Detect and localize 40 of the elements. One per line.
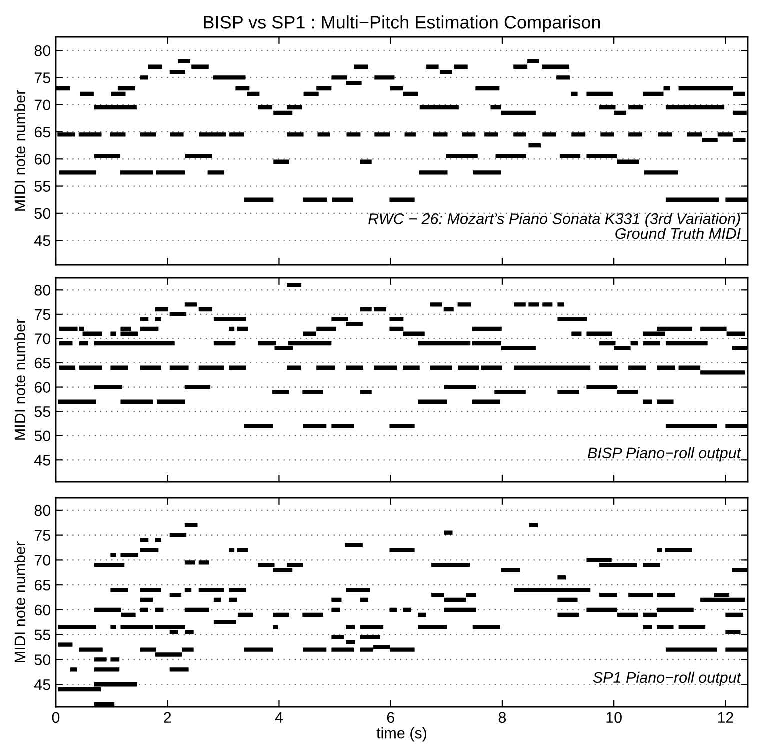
annotation: BISP Piano−roll output (588, 447, 742, 462)
y-tick-label: 50 (34, 208, 51, 220)
y-tick-label: 65 (34, 580, 50, 591)
y-tick-label: 45 (34, 455, 50, 466)
y-tick-label: 80 (34, 45, 51, 56)
y-axis-title: MIDI note number (14, 90, 26, 211)
y-tick-label: 50 (34, 430, 51, 442)
y-tick-label: 70 (34, 555, 51, 566)
y-tick-label: 80 (34, 505, 51, 516)
y-tick-label: 55 (34, 406, 50, 418)
y-tick-label: 45 (34, 236, 50, 246)
x-tick-label: 6 (387, 712, 394, 724)
y-tick-label: 75 (34, 309, 50, 320)
annotation: Ground Truth MIDI (616, 228, 741, 240)
chart-title: BISP vs SP1 : Multi−Pitch Estimation Comparison (204, 16, 600, 32)
x-tick-label: 4 (275, 712, 284, 723)
y-tick-label: 55 (34, 181, 50, 192)
y-tick-label: 65 (34, 126, 50, 138)
y-tick-label: 60 (34, 382, 51, 393)
annotation: SP1 Piano−roll output (593, 672, 742, 686)
x-axis-title: time (s) (376, 727, 427, 742)
x-tick-label: 8 (498, 712, 506, 724)
y-tick-label: 75 (34, 530, 50, 542)
x-tick-label: 10 (606, 712, 622, 724)
y-tick-label: 80 (34, 285, 51, 296)
y-tick-label: 70 (34, 100, 51, 111)
y-axis-title: MIDI note number (14, 542, 26, 662)
y-tick-label: 60 (34, 604, 51, 616)
y-tick-label: 55 (34, 630, 50, 641)
y-tick-label: 75 (34, 72, 50, 84)
y-tick-label: 60 (34, 154, 51, 165)
x-tick-label: 2 (164, 712, 172, 723)
x-tick-label: 0 (52, 712, 60, 724)
y-tick-label: 70 (34, 334, 51, 344)
y-tick-label: 50 (34, 654, 51, 666)
y-axis-title: MIDI note number (14, 319, 26, 440)
annotation: RWC − 26: Mozart’s Piano Sonata K331 (3rd Variation) (368, 213, 740, 228)
y-tick-label: 45 (34, 680, 50, 690)
y-tick-label: 65 (34, 358, 50, 369)
x-tick-label: 12 (718, 712, 734, 723)
